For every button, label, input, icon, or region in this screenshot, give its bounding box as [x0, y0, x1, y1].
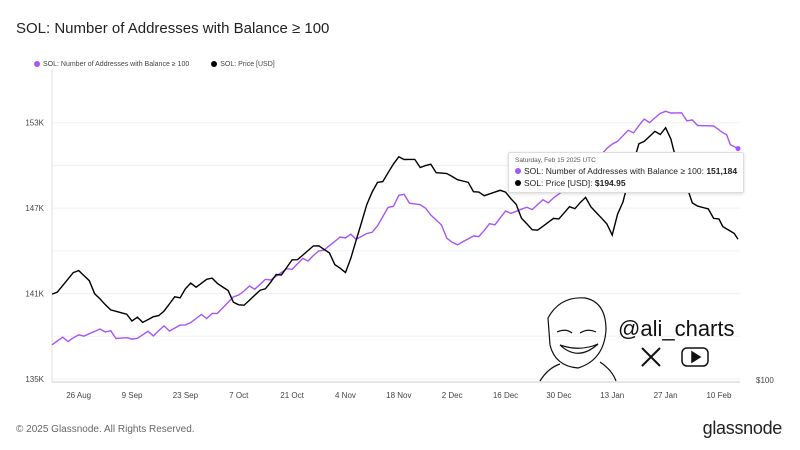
- x-tick-label: 23 Sep: [173, 391, 199, 400]
- y-tick-label: 141K: [25, 290, 44, 299]
- x-tick-label: 9 Sep: [122, 391, 143, 400]
- legend-item-addresses[interactable]: SOL: Number of Addresses with Balance ≥ …: [34, 61, 189, 68]
- y-tick-label: 153K: [25, 119, 44, 128]
- y-tick-label: 135K: [25, 375, 44, 384]
- x-tick-label: 30 Dec: [546, 391, 571, 400]
- x-tick-label: 27 Jan: [654, 391, 678, 400]
- x-tick-label: 10 Feb: [706, 391, 731, 400]
- copyright: © 2025 Glassnode. All Rights Reserved.: [16, 424, 195, 435]
- x-tick-label: 21 Oct: [280, 391, 304, 400]
- legend: SOL: Number of Addresses with Balance ≥ …: [34, 61, 275, 68]
- x-tick-label: 7 Oct: [229, 391, 249, 400]
- tooltip-row-addresses: SOL: Number of Addresses with Balance ≥ …: [515, 165, 737, 177]
- tooltip: Saturday, Feb 15 2025 UTC SOL: Number of…: [508, 152, 745, 193]
- legend-item-price[interactable]: SOL: Price [USD]: [211, 61, 275, 68]
- y-tick-label: 147K: [25, 204, 44, 213]
- legend-label: SOL: Price [USD]: [220, 61, 275, 68]
- x-tick-label: 18 Nov: [386, 391, 411, 400]
- page-title: SOL: Number of Addresses with Balance ≥ …: [16, 20, 330, 37]
- tooltip-value: $194.95: [594, 178, 626, 188]
- y-right-tick-label: $100: [756, 376, 774, 385]
- x-tick-label: 2 Dec: [442, 391, 463, 400]
- legend-dot: [34, 61, 40, 67]
- tooltip-value: 151,184: [706, 166, 738, 176]
- x-tick-label: 26 Aug: [66, 391, 91, 400]
- hover-marker: [735, 146, 741, 152]
- x-tick-label: 16 Dec: [493, 391, 518, 400]
- series-line-addresses: [51, 110, 739, 346]
- tooltip-row-price: SOL: Price [USD]: $194.95: [515, 177, 737, 189]
- tooltip-label: SOL: Price [USD]:: [524, 178, 595, 188]
- watermark-handle: @ali_charts: [618, 316, 735, 341]
- tooltip-date: Saturday, Feb 15 2025 UTC: [515, 157, 596, 164]
- tooltip-dot: [515, 168, 521, 174]
- legend-label: SOL: Number of Addresses with Balance ≥ …: [43, 61, 190, 68]
- x-tick-label: 4 Nov: [335, 391, 356, 400]
- tooltip-label: SOL: Number of Addresses with Balance ≥ …: [524, 166, 707, 176]
- brand-logo: glassnode: [702, 418, 783, 438]
- tooltip-dot: [515, 180, 521, 186]
- legend-dot: [211, 61, 218, 67]
- x-tick-label: 13 Jan: [600, 391, 624, 400]
